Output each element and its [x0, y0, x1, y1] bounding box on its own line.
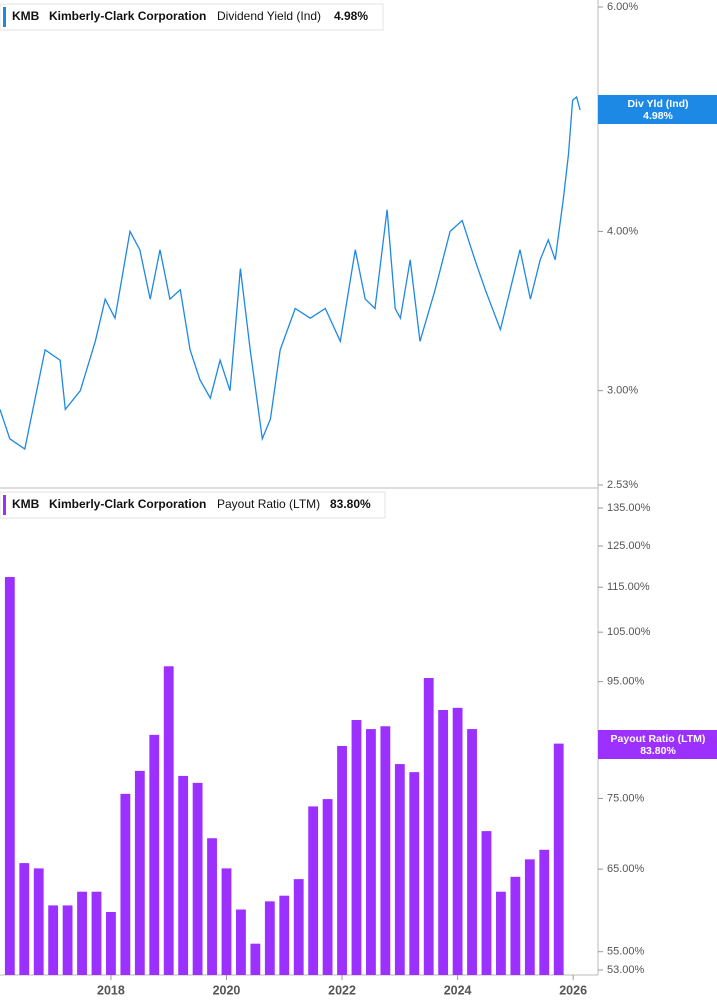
bar	[380, 726, 391, 975]
bar	[192, 782, 203, 975]
bar	[366, 729, 376, 975]
bar	[293, 879, 304, 975]
bar	[279, 895, 290, 975]
y-tick-label: 75.00%	[607, 792, 645, 804]
badge: Payout Ratio (LTM) 83.80%	[598, 730, 717, 759]
company: Kimberly-Clark Corporation	[49, 497, 206, 511]
bar	[33, 868, 44, 975]
y-tick-label: 135.00%	[607, 502, 651, 514]
legend-label: Dividend Yield (Ind)	[217, 9, 321, 23]
x-tick-label: 2022	[328, 983, 356, 997]
bar	[496, 891, 506, 975]
badge-value: 83.80%	[640, 745, 676, 757]
legend-box: KMB Kimberly-Clark Corporation Payout Ra…	[0, 491, 386, 519]
bar	[120, 793, 131, 975]
y-tick-label: 3.00%	[607, 385, 638, 397]
bar	[322, 799, 333, 975]
badge-value: 4.98%	[643, 110, 673, 122]
legend-swatch	[3, 7, 6, 27]
x-tick-label: 2020	[213, 983, 241, 997]
ticker: KMB	[12, 9, 40, 23]
bar	[48, 905, 59, 975]
y-tick-label: 115.00%	[607, 581, 650, 593]
y-tick-label: 2.53%	[607, 479, 638, 491]
bar	[236, 909, 246, 975]
bar	[394, 764, 405, 975]
bar	[163, 666, 174, 975]
badge-label: Payout Ratio (LTM)	[611, 733, 706, 745]
badge-bg	[598, 95, 717, 124]
line	[0, 95, 581, 451]
bar	[207, 838, 217, 975]
bar	[308, 806, 319, 975]
x-tick-label: 2026	[559, 983, 587, 997]
badge-label: Div Yld (Ind)	[627, 98, 688, 110]
y-tick-label: 95.00%	[607, 676, 645, 688]
x-tick-label: 2024	[444, 983, 472, 997]
bar	[91, 891, 102, 975]
badge: Div Yld (Ind) 4.98%	[598, 95, 717, 124]
bar	[553, 743, 564, 975]
bar	[539, 849, 550, 975]
ticker: KMB	[12, 497, 40, 511]
bar	[221, 868, 232, 975]
legend-box: KMB Kimberly-Clark Corporation Dividend …	[0, 3, 384, 31]
bar	[452, 707, 463, 975]
y-tick-label: 55.00%	[607, 946, 645, 958]
bar	[524, 859, 535, 975]
bar	[467, 729, 477, 975]
company: Kimberly-Clark Corporation	[49, 9, 206, 23]
bar	[149, 734, 160, 975]
bar	[337, 745, 347, 975]
bar	[250, 943, 261, 975]
legend-bg	[0, 3, 384, 31]
y-tick-label: 125.00%	[607, 540, 651, 552]
y-tick-label: 65.00%	[607, 863, 645, 875]
bar	[409, 772, 420, 975]
bar	[178, 775, 189, 975]
y-tick-label: 105.00%	[607, 626, 651, 638]
bar	[481, 831, 492, 975]
legend-bg	[0, 491, 386, 519]
bar	[106, 912, 116, 975]
legend-value: 4.98%	[334, 9, 368, 23]
plot: 6.00% 4.00% 3.00% 2.53% 135.00% 125.00% 115.00…	[0, 1, 651, 997]
legend-label: Payout Ratio (LTM)	[217, 497, 320, 511]
x-tick-label: 2018	[97, 983, 125, 997]
bar	[134, 770, 145, 975]
bar	[62, 905, 73, 975]
bar	[438, 710, 449, 975]
bar	[510, 876, 521, 975]
bar	[77, 891, 87, 975]
y-tick-label: 53.00%	[607, 964, 645, 976]
bar	[264, 901, 275, 975]
legend-value: 83.80%	[330, 497, 371, 511]
bar	[19, 863, 30, 975]
bar	[351, 720, 362, 975]
y-tick-label: 4.00%	[607, 225, 638, 237]
bar	[423, 678, 434, 975]
bar	[4, 577, 15, 975]
legend-swatch	[3, 495, 6, 515]
badge-bg	[598, 730, 717, 759]
y-tick-label: 6.00%	[607, 1, 638, 13]
